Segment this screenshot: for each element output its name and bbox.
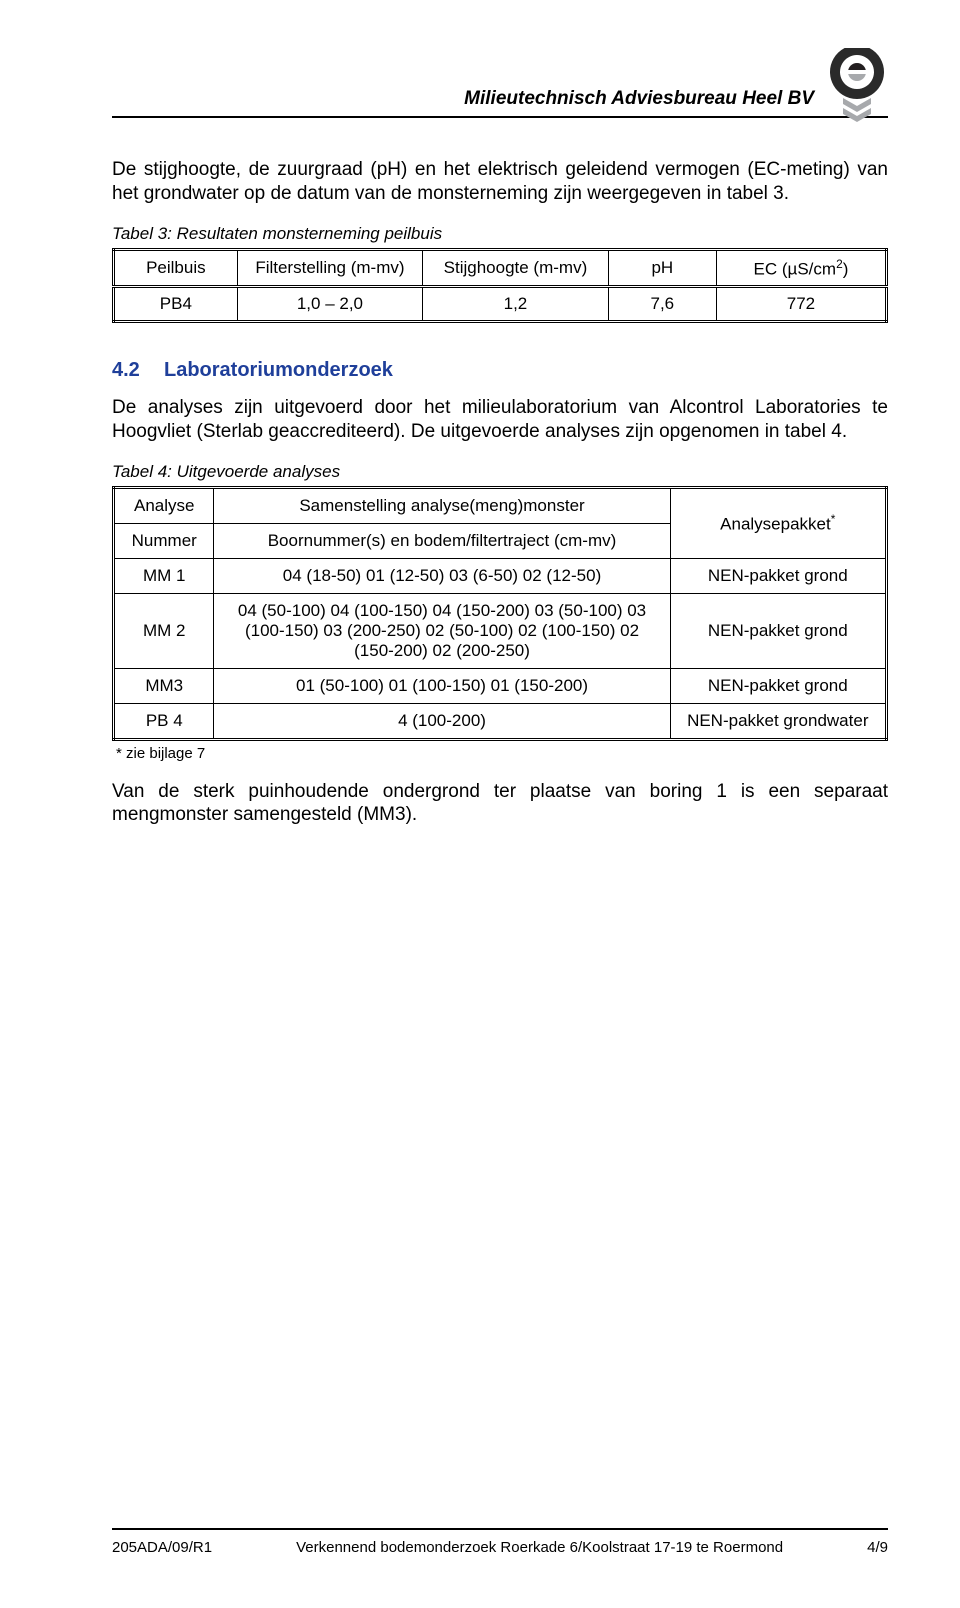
- section-paragraph: De analyses zijn uitgevoerd door het mil…: [112, 396, 888, 444]
- t4-cell: NEN-pakket grondwater: [670, 703, 886, 739]
- header-divider: [112, 116, 888, 118]
- t4-h: Analyse: [114, 487, 214, 523]
- t3-cell: 1,2: [423, 287, 609, 322]
- page-header: Milieutechnisch Adviesbureau Heel BV: [112, 48, 888, 116]
- footer-divider: [112, 1528, 888, 1530]
- t4-cell: 04 (50-100) 04 (100-150) 04 (150-200) 03…: [214, 593, 670, 668]
- t4-cell: MM3: [114, 668, 214, 703]
- intro-paragraph: De stijghoogte, de zuurgraad (pH) en het…: [112, 158, 888, 206]
- footer-right: 4/9: [867, 1539, 888, 1556]
- page-container: Milieutechnisch Adviesbureau Heel BV De …: [0, 0, 960, 1608]
- table-row: MM 2 04 (50-100) 04 (100-150) 04 (150-20…: [114, 593, 887, 668]
- section-number: 4.2: [112, 359, 164, 382]
- footer-center: Verkennend bodemonderzoek Roerkade 6/Koo…: [296, 1539, 783, 1556]
- t4-cell: MM 1: [114, 558, 214, 593]
- t3-h: pH: [608, 249, 716, 287]
- t4-h: Analysepakket*: [670, 487, 886, 558]
- t4-cell: NEN-pakket grond: [670, 668, 886, 703]
- table4-header-row-1: Analyse Samenstelling analyse(meng)monst…: [114, 487, 887, 523]
- t3-cell: 772: [716, 287, 886, 322]
- t4-h: Boornummer(s) en bodem/filtertraject (cm…: [214, 523, 670, 558]
- t3-cell: 7,6: [608, 287, 716, 322]
- table-row: PB 4 4 (100-200) NEN-pakket grondwater: [114, 703, 887, 739]
- t4-cell: NEN-pakket grond: [670, 593, 886, 668]
- table4: Analyse Samenstelling analyse(meng)monst…: [112, 486, 888, 741]
- t4-cell: 01 (50-100) 01 (100-150) 01 (150-200): [214, 668, 670, 703]
- page-footer: 205ADA/09/R1 Verkennend bodemonderzoek R…: [112, 1539, 888, 1556]
- t3-cell: 1,0 – 2,0: [237, 287, 423, 322]
- t4-cell: NEN-pakket grond: [670, 558, 886, 593]
- table-row: PB4 1,0 – 2,0 1,2 7,6 772: [114, 287, 887, 322]
- table-row: MM3 01 (50-100) 01 (100-150) 01 (150-200…: [114, 668, 887, 703]
- company-name: Milieutechnisch Adviesbureau Heel BV: [464, 88, 814, 116]
- table4-caption: Tabel 4: Uitgevoerde analyses: [112, 462, 888, 482]
- section-heading: 4.2Laboratoriumonderzoek: [112, 359, 888, 382]
- t3-cell: PB4: [114, 287, 238, 322]
- table3-header-row: Peilbuis Filterstelling (m-mv) Stijghoog…: [114, 249, 887, 287]
- company-logo-icon: [826, 48, 888, 122]
- section-title: Laboratoriumonderzoek: [164, 359, 393, 381]
- t3-h: Stijghoogte (m-mv): [423, 249, 609, 287]
- t4-h: Samenstelling analyse(meng)monster: [214, 487, 670, 523]
- table3-caption: Tabel 3: Resultaten monsterneming peilbu…: [112, 224, 888, 244]
- footer-left: 205ADA/09/R1: [112, 1539, 212, 1556]
- t3-h: Filterstelling (m-mv): [237, 249, 423, 287]
- t4-h: Nummer: [114, 523, 214, 558]
- table4-footnote: * zie bijlage 7: [116, 745, 888, 762]
- t3-h: Peilbuis: [114, 249, 238, 287]
- table3: Peilbuis Filterstelling (m-mv) Stijghoog…: [112, 248, 888, 324]
- table-row: MM 1 04 (18-50) 01 (12-50) 03 (6-50) 02 …: [114, 558, 887, 593]
- t4-cell: 04 (18-50) 01 (12-50) 03 (6-50) 02 (12-5…: [214, 558, 670, 593]
- t3-h: EC (µS/cm2): [716, 249, 886, 287]
- t4-cell: 4 (100-200): [214, 703, 670, 739]
- t4-cell: MM 2: [114, 593, 214, 668]
- closing-paragraph: Van de sterk puinhoudende ondergrond ter…: [112, 780, 888, 828]
- t4-cell: PB 4: [114, 703, 214, 739]
